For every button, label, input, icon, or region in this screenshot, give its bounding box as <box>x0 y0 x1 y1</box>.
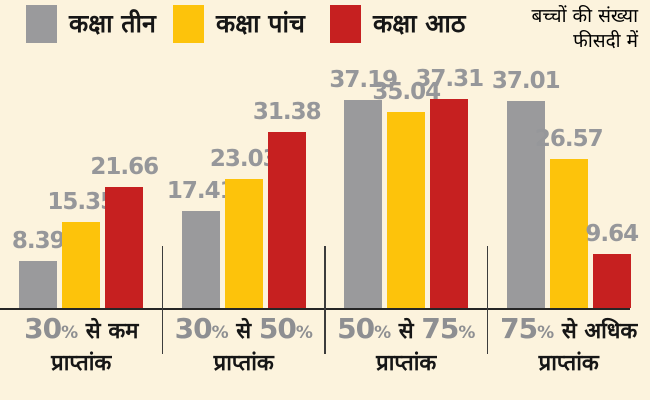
category-range-percent-sign: % <box>61 323 79 343</box>
category-range-text: से अधिक <box>554 319 638 344</box>
bar-value-label: 17.41 <box>166 177 236 204</box>
category-label: 30% से 50% प्राप्तांक <box>163 313 326 379</box>
bar-group: 37.19 35.04 37.31 <box>325 0 488 308</box>
category-range-percent-sign: % <box>211 323 229 343</box>
bar: 26.57 <box>535 126 604 308</box>
bar-value-label: 15.35 <box>47 189 116 216</box>
legend-label: कक्षा पांच <box>216 9 305 38</box>
category-range-number: 75 <box>421 312 459 345</box>
bar-value-label: 35.04 <box>372 78 441 105</box>
category-sub-label: प्राप्तांक <box>213 351 274 376</box>
x-axis-baseline <box>0 308 630 310</box>
category-label: 50% से 75% प्राप्तांक <box>325 313 488 379</box>
category-range-text: से <box>228 319 259 344</box>
bar: 37.01 <box>492 68 561 308</box>
group-divider-line <box>161 246 164 354</box>
category-range-number: 30 <box>174 312 213 345</box>
bar: 15.35 <box>47 189 116 308</box>
category-range-percent-sign: % <box>537 323 555 343</box>
bar-value-label: 37.31 <box>415 66 484 93</box>
category-range: 30% से कम <box>0 313 163 349</box>
bar-group: 37.01 26.57 9.64 <box>488 0 650 308</box>
category-range-number: 75 <box>500 312 538 345</box>
category-label: 30% से कम प्राप्तांक <box>0 313 163 379</box>
legend-color-swatch <box>330 5 361 43</box>
bar: 37.31 <box>415 66 484 308</box>
bar: 17.41 <box>167 178 236 308</box>
category-sub-label: प्राप्तांक <box>376 351 437 376</box>
legend-item: कक्षा तीन <box>26 5 156 43</box>
bar: 23.03 <box>210 146 279 308</box>
category-range: 50% से 75% <box>325 313 488 349</box>
bar: 9.64 <box>585 221 639 308</box>
group-divider-line <box>486 246 489 354</box>
bar: 35.04 <box>372 79 441 308</box>
category-range-text: से कम <box>78 319 139 344</box>
legend-item: कक्षा आठ <box>330 5 465 43</box>
category-range-percent-sign: % <box>295 323 313 343</box>
legend-label: कक्षा आठ <box>373 9 466 38</box>
legend-item: कक्षा पांच <box>173 5 305 43</box>
bar-value-label: 9.64 <box>585 221 639 248</box>
category-label: 75% से अधिक प्राप्तांक <box>488 313 650 379</box>
bar-value-label: 23.03 <box>209 146 279 173</box>
bar-value-label: 21.66 <box>90 153 159 180</box>
legend-color-swatch <box>26 5 57 43</box>
bar: 37.19 <box>329 67 398 308</box>
category-range-percent-sign: % <box>374 323 392 343</box>
category-range-text: से <box>391 319 422 344</box>
bar-value-label: 8.39 <box>11 228 66 255</box>
category-range-number: 30 <box>24 312 62 345</box>
legend-label: कक्षा तीन <box>69 9 156 38</box>
group-divider-line <box>324 246 326 354</box>
bar-group: 8.39 15.35 21.66 <box>0 0 163 308</box>
chart-unit-note: बच्चों की संख्या फीसदी में <box>532 4 639 54</box>
bar: 8.39 <box>12 228 66 308</box>
bar-value-label: 26.57 <box>534 126 604 153</box>
category-sub-label: प्राप्तांक <box>51 351 112 376</box>
chart-unit-note-line1: बच्चों की संख्या <box>531 5 639 27</box>
bar: 31.38 <box>253 99 322 308</box>
category-sub-label: प्राप्तांक <box>538 351 599 376</box>
category-range: 30% से 50% <box>163 313 326 349</box>
legend-color-swatch <box>173 5 204 43</box>
category-range-number: 50 <box>337 312 375 345</box>
bar-value-label: 37.01 <box>491 67 561 94</box>
category-range-number: 50 <box>258 312 297 345</box>
bar: 21.66 <box>90 154 159 308</box>
bar-value-label: 37.19 <box>329 66 398 93</box>
category-range-percent-sign: % <box>458 323 476 343</box>
bar-group: 17.41 23.03 31.38 <box>163 0 326 308</box>
category-range: 75% से अधिक <box>488 313 650 349</box>
bar-value-label: 31.38 <box>252 99 322 126</box>
chart-unit-note-line2: फीसदी में <box>573 30 638 52</box>
